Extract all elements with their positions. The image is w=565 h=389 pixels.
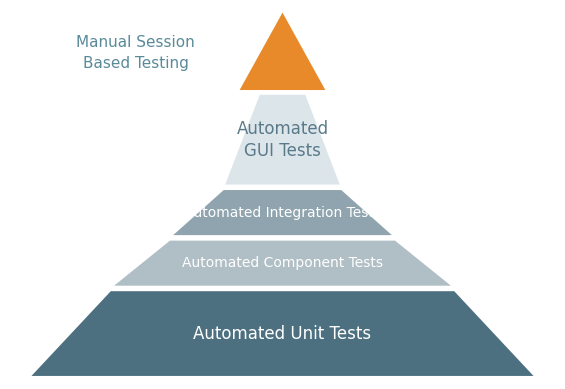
Text: Manual Session
Based Testing: Manual Session Based Testing — [76, 35, 195, 70]
Polygon shape — [110, 239, 455, 287]
Text: Automated Unit Tests: Automated Unit Tests — [193, 324, 372, 343]
Polygon shape — [28, 290, 537, 377]
Text: Automated
GUI Tests: Automated GUI Tests — [236, 119, 329, 160]
Polygon shape — [170, 189, 396, 237]
Text: Automated Integration Tests: Automated Integration Tests — [184, 206, 381, 219]
Text: Automated Component Tests: Automated Component Tests — [182, 256, 383, 270]
Polygon shape — [237, 10, 328, 91]
Polygon shape — [223, 93, 342, 186]
